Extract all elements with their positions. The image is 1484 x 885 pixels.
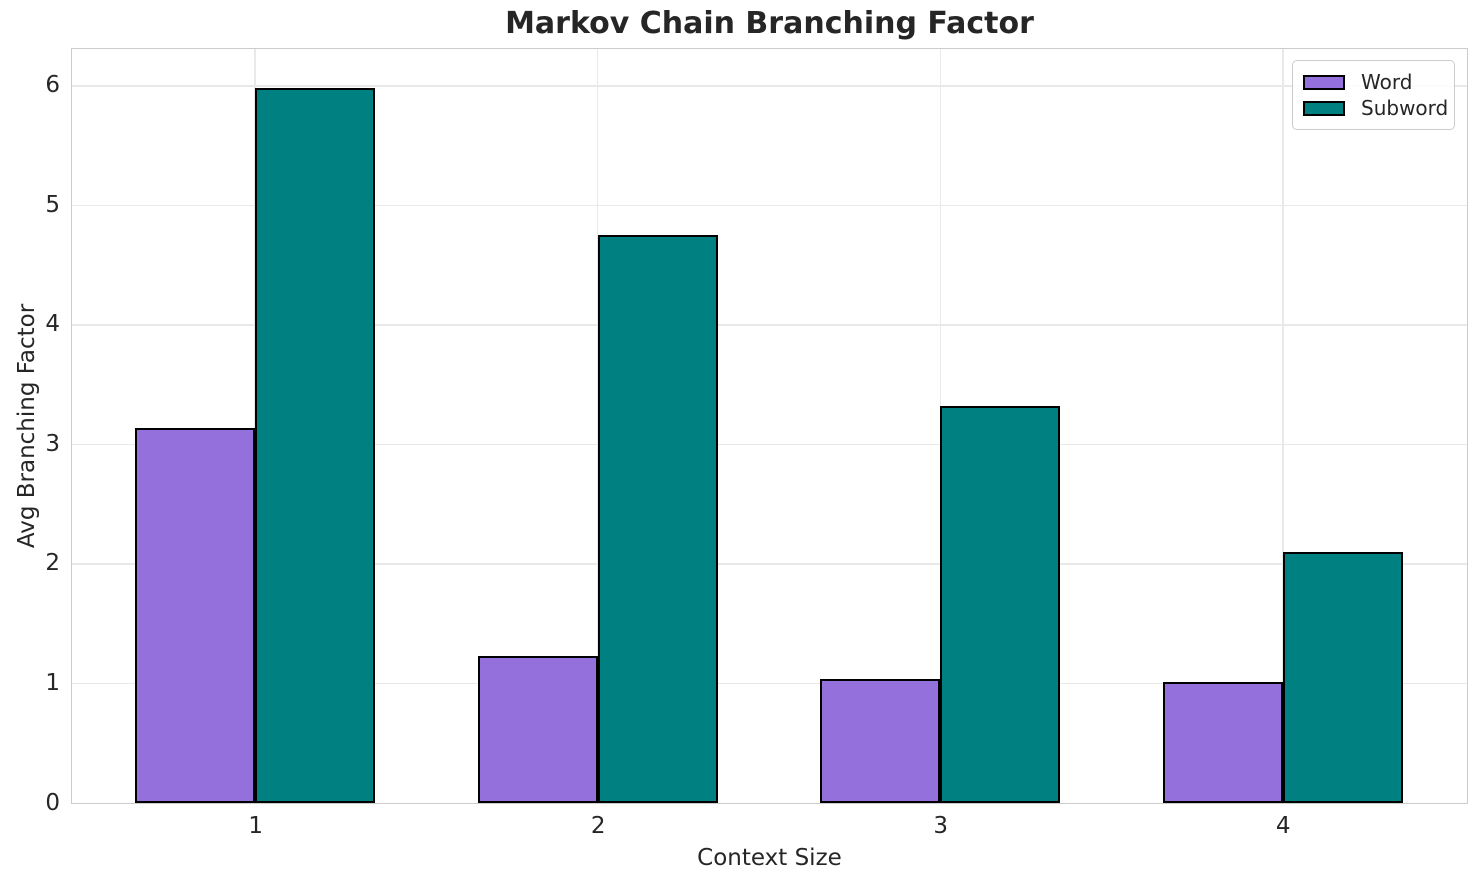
word-swatch-icon (1303, 74, 1345, 90)
h-gridline-5 (72, 204, 1467, 207)
x-tick-label-4: 4 (1275, 813, 1291, 839)
x-tick-label-2: 2 (590, 813, 606, 839)
y-tick-label-0: 0 (45, 789, 60, 816)
chart-title: Markov Chain Branching Factor (505, 6, 1034, 41)
bar-word-1 (135, 427, 256, 803)
h-gridline-6 (72, 85, 1467, 87)
y-tick-label-1: 1 (45, 669, 60, 696)
bar-word-4 (1162, 682, 1283, 803)
legend: Word Subword (1292, 60, 1455, 130)
bar-subword-2 (597, 235, 718, 803)
legend-label-word: Word (1361, 70, 1413, 94)
bar-word-3 (820, 678, 941, 803)
legend-entry-word: Word (1303, 71, 1444, 93)
legend-entry-subword: Subword (1303, 97, 1448, 119)
y-tick-label-3: 3 (45, 430, 60, 457)
x-axis-ticks: 1 2 3 4 (71, 812, 1468, 842)
x-tick-label-1: 1 (248, 813, 264, 839)
bar-subword-1 (255, 88, 376, 803)
y-tick-label-2: 2 (45, 550, 60, 577)
x-axis-label: Context Size (697, 845, 842, 871)
x-tick-label-3: 3 (933, 813, 949, 839)
bar-subword-4 (1282, 552, 1403, 803)
h-gridline-4 (72, 324, 1467, 326)
h-gridline-1 (72, 682, 1467, 685)
y-axis-ticks: 0 1 2 3 4 5 6 (0, 48, 60, 815)
y-tick-label-6: 6 (45, 72, 60, 99)
legend-label-subword: Subword (1361, 96, 1449, 120)
y-tick-label-4: 4 (45, 311, 60, 338)
h-gridline-3 (72, 443, 1467, 446)
bar-word-2 (477, 656, 598, 803)
bar-subword-3 (940, 406, 1061, 803)
subword-swatch-icon (1303, 100, 1345, 116)
v-gridline-4 (1282, 49, 1284, 803)
plot-area (71, 48, 1468, 804)
y-tick-label-5: 5 (45, 191, 60, 218)
h-gridline-2 (72, 563, 1467, 565)
